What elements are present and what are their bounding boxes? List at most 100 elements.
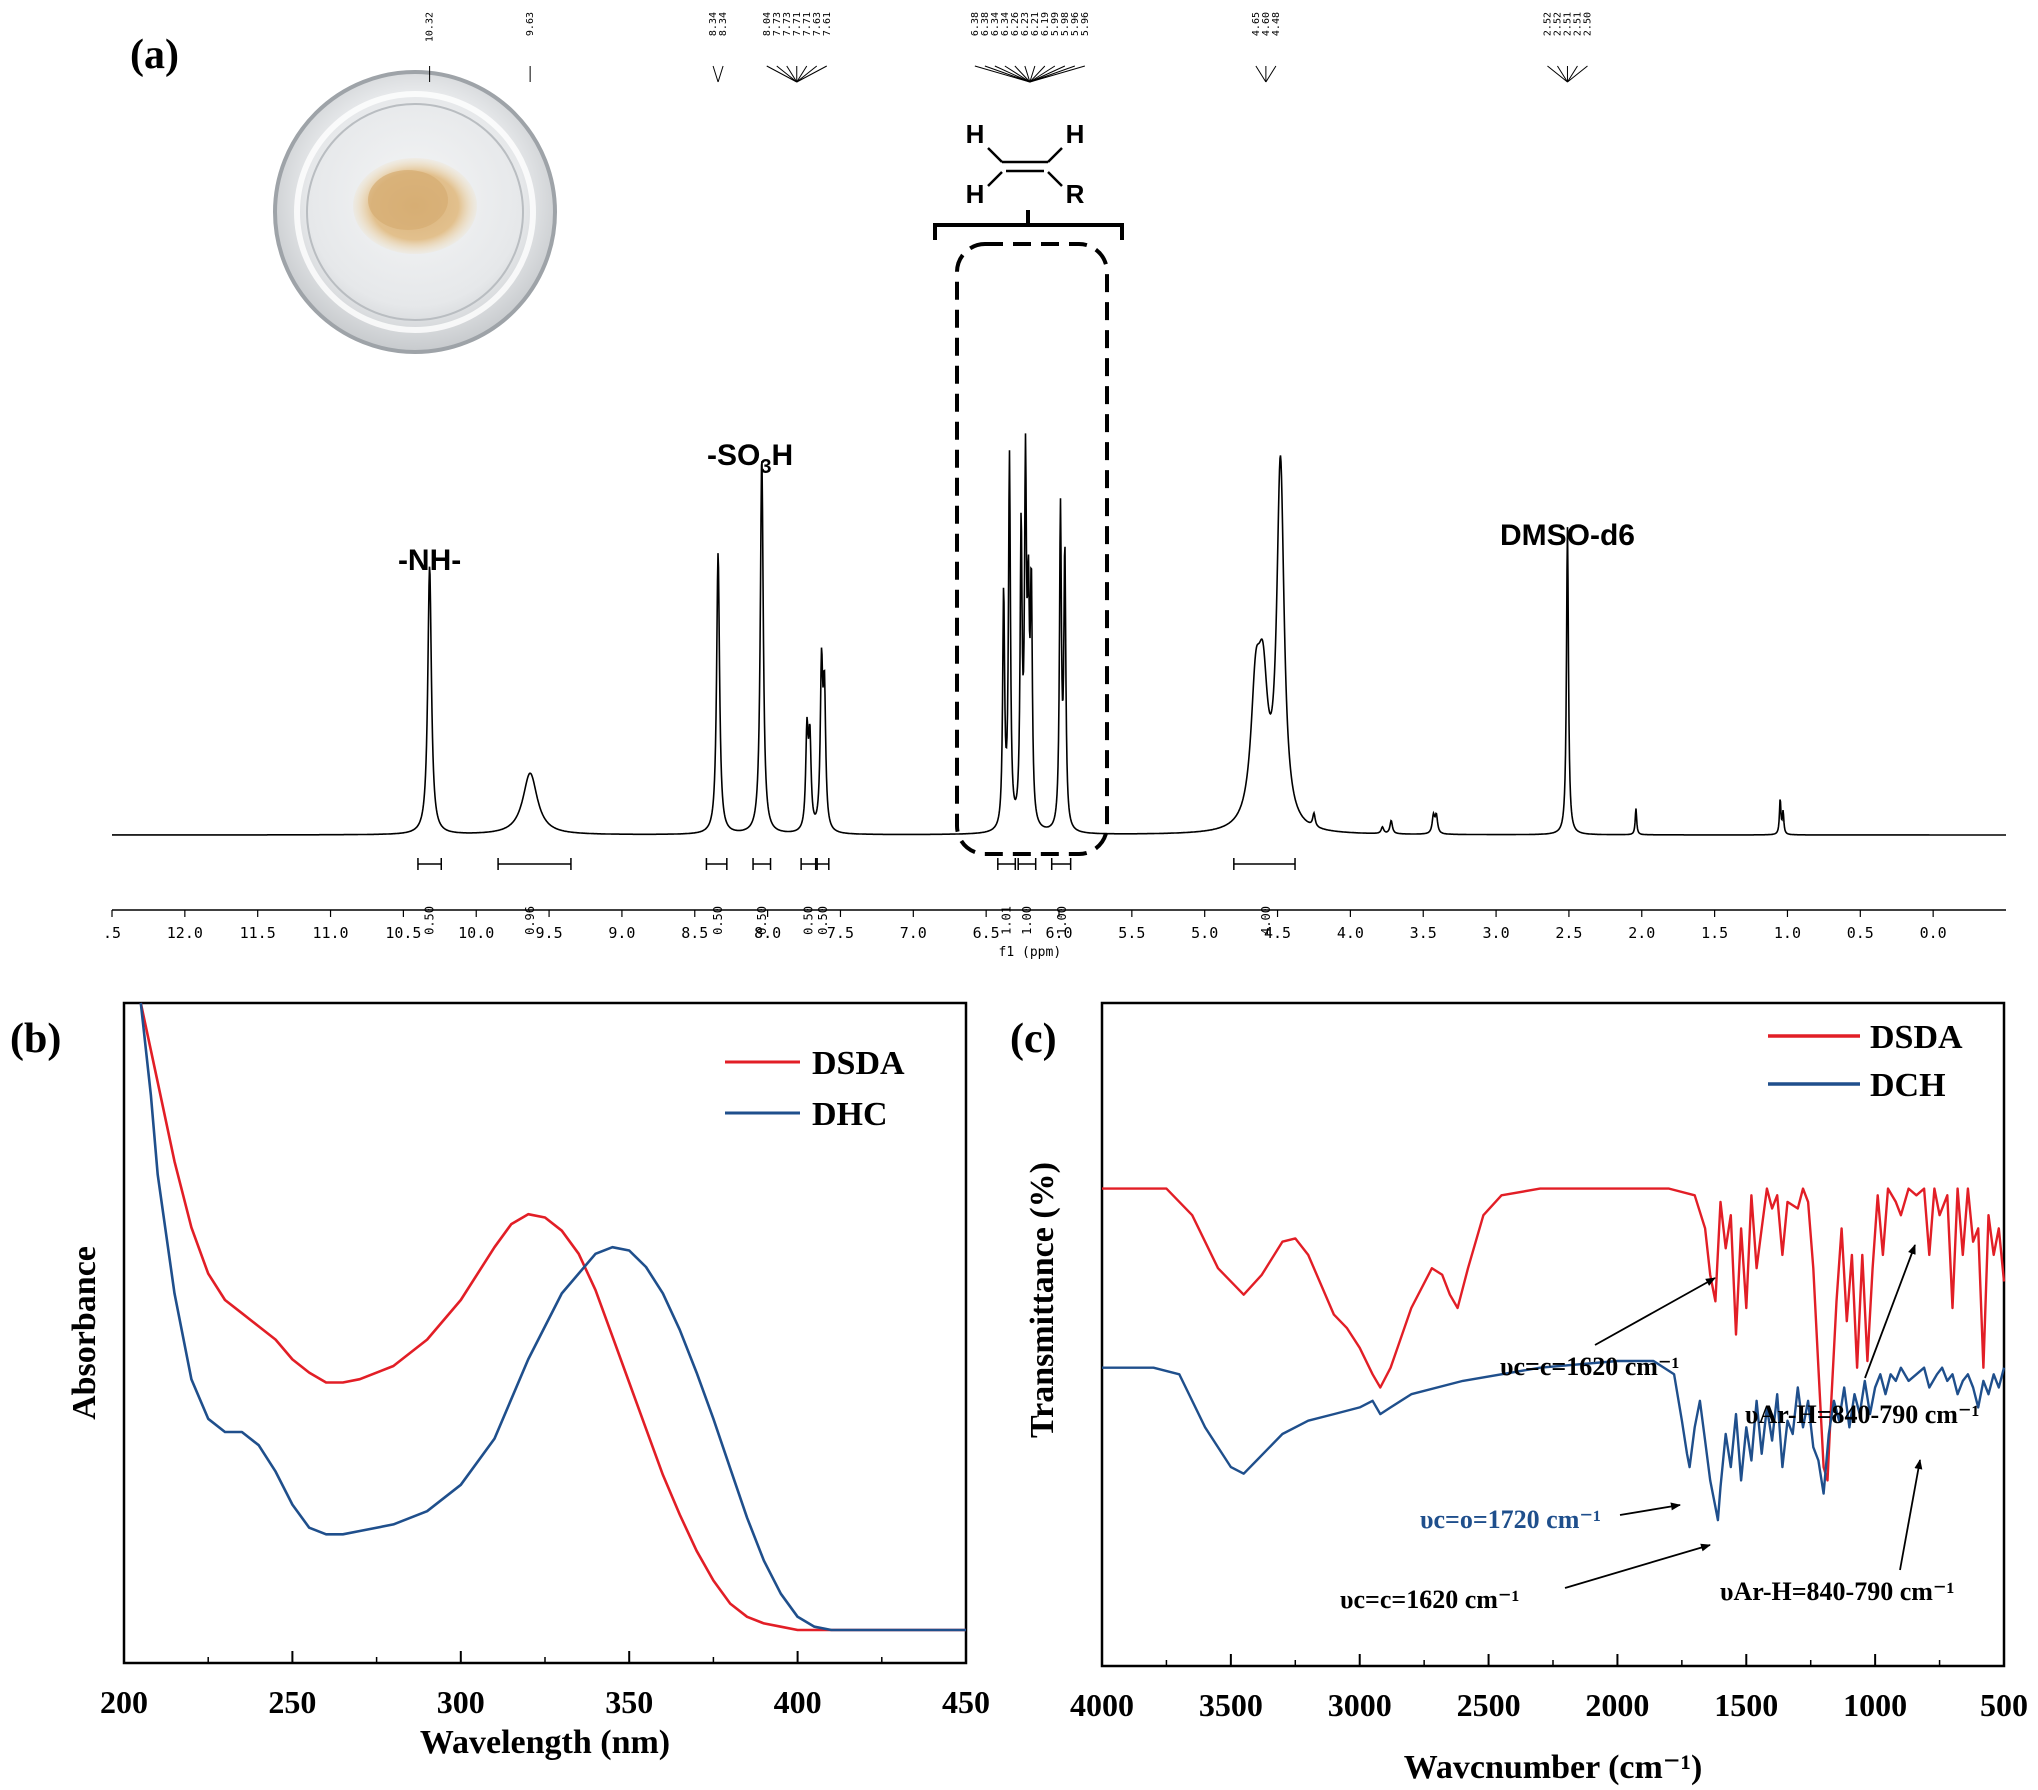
nmr-x-tick-label: 4.5 bbox=[1264, 924, 1291, 942]
panel-b-label: (b) bbox=[10, 1016, 61, 1062]
uv-series bbox=[139, 1002, 966, 1632]
nmr-peak-list-label: 5.96 bbox=[1070, 12, 1081, 36]
nmr-peak-list-label: 2.50 bbox=[1582, 12, 1593, 36]
ftir-x-tick-label: 1000 bbox=[1843, 1687, 1907, 1723]
uv-x-tick-label: 400 bbox=[774, 1684, 822, 1720]
nmr-peak-list-label: 7.63 bbox=[812, 12, 823, 36]
nmr-peak-connector bbox=[1567, 65, 1588, 83]
nmr-peak-connector bbox=[1029, 65, 1036, 83]
structure-atom: H bbox=[1066, 119, 1085, 149]
integral-value: 0.50 bbox=[816, 906, 830, 935]
ftir-x-tick-label: 500 bbox=[1980, 1687, 2028, 1723]
ftir-series-dch bbox=[1102, 1359, 2006, 1522]
ftir-annotation-arrow bbox=[1619, 1502, 1681, 1516]
nmr-x-tick-label: 11.0 bbox=[312, 924, 348, 942]
ftir-annotation: υc=c=1620 cm⁻¹ bbox=[1340, 1585, 1519, 1614]
nmr-peak-list-label: 7.73 bbox=[782, 12, 793, 36]
ftir-annotation: υAr-H=840-790 cm⁻¹ bbox=[1720, 1577, 1954, 1606]
nmr-peak-list-label: 6.38 bbox=[970, 12, 981, 36]
nmr-integrals: 0.50 0.96 0.50 0.50 0.50 0.50 1.01 1.00 1.00 4.00 bbox=[417, 858, 1296, 935]
ftir-x-tick-label: 4000 bbox=[1070, 1687, 1134, 1723]
nmr-peak-list-label: 9.63 bbox=[525, 12, 536, 36]
nmr-peak-connector bbox=[766, 65, 797, 83]
nmr-peak-connector bbox=[1029, 65, 1086, 83]
nmr-peak-connector bbox=[796, 65, 827, 83]
nmr-peak-connector bbox=[1004, 65, 1031, 83]
nmr-peak-connector bbox=[1029, 65, 1066, 83]
uv-y-axis-title: Absorbance bbox=[66, 1246, 103, 1420]
nmr-peak-list-label: 2.52 bbox=[1542, 12, 1553, 36]
ftir-annotation-arrow bbox=[1564, 1543, 1711, 1589]
ftir-panel: (c) 4000 3500 3000 2500 2000 1500 1000 500 Wavc… bbox=[1010, 1001, 2028, 1786]
ftir-x-tick-label: 3500 bbox=[1199, 1687, 1263, 1723]
nmr-peak-connector bbox=[796, 65, 808, 83]
nmr-x-tick-label: 0.5 bbox=[1847, 924, 1874, 942]
nmr-peak-connector bbox=[717, 65, 724, 83]
nmr-x-tick-label: 3.0 bbox=[1483, 924, 1510, 942]
nmr-peak-connector bbox=[786, 65, 798, 83]
ftir-annotation: υAr-H=840-790 cm⁻¹ bbox=[1745, 1400, 1979, 1429]
nmr-peak-connector bbox=[1029, 65, 1056, 83]
petri-dish-image bbox=[273, 70, 557, 354]
ftir-x-tick-label: 3000 bbox=[1328, 1687, 1392, 1723]
uv-x-tick-label: 250 bbox=[268, 1684, 316, 1720]
nh-peak-label: -NH- bbox=[398, 544, 461, 577]
dmso-peak-label: DMSO-d6 bbox=[1500, 519, 1635, 552]
integral-value: 4.00 bbox=[1259, 906, 1273, 935]
nmr-peak-list-label: 2.52 bbox=[1552, 12, 1563, 36]
legend-label-dch: DCH bbox=[1870, 1067, 1946, 1104]
nmr-peak-list-label: 2.51 bbox=[1562, 12, 1573, 36]
nmr-peak-list-label: 4.48 bbox=[1271, 12, 1282, 36]
ftir-series bbox=[1102, 1187, 2006, 1522]
nmr-x-tick-label: 10.0 bbox=[458, 924, 494, 942]
nmr-peak-list-label: 8.04 bbox=[762, 12, 773, 36]
vinyl-bracket bbox=[933, 210, 1124, 240]
uv-x-tick-label: 300 bbox=[437, 1684, 485, 1720]
nmr-spectrum bbox=[112, 433, 2006, 836]
uv-x-tick-label: 450 bbox=[942, 1684, 990, 1720]
nmr-peak-connector bbox=[984, 65, 1031, 83]
nmr-x-axis-title: f1 (ppm) bbox=[999, 945, 1062, 960]
ftir-x-axis: 4000 3500 3000 2500 2000 1500 1000 500 bbox=[1070, 1654, 2028, 1723]
nmr-peak-connector bbox=[974, 65, 1031, 83]
nmr-peak-list-label: 7.73 bbox=[772, 12, 783, 36]
uv-series-dsda bbox=[139, 1002, 966, 1632]
nmr-x-tick-label: 11.5 bbox=[240, 924, 276, 942]
nmr-peak-list-label: 4.65 bbox=[1251, 12, 1262, 36]
nmr-x-tick-label: 7.5 bbox=[827, 924, 854, 942]
nmr-peak-list-label: 5.98 bbox=[1060, 12, 1071, 36]
legend-label-dhc: DHC bbox=[812, 1096, 888, 1133]
nmr-peak-list-label: 5.96 bbox=[1080, 12, 1091, 36]
nmr-peak-list-label: 5.99 bbox=[1050, 12, 1061, 36]
ftir-annotation: υc=c=1620 cm⁻¹ bbox=[1500, 1352, 1679, 1381]
nmr-x-tick-label: 6.0 bbox=[1045, 924, 1072, 942]
nmr-x-tick-label: 6.5 bbox=[973, 924, 1000, 942]
nmr-peak-list-label: 8.34 bbox=[718, 12, 729, 36]
vinyl-structure: H H H R bbox=[966, 119, 1085, 209]
nmr-x-tick-label: 8.5 bbox=[681, 924, 708, 942]
integral-value: 0.96 bbox=[523, 906, 537, 935]
nmr-x-tick-label: 2.5 bbox=[1555, 924, 1582, 942]
ftir-x-axis-title: Wavcnumber (cm⁻¹) bbox=[1404, 1749, 1703, 1786]
ftir-annotations: υc=c=1620 cm⁻¹ υAr-H=840-790 cm⁻¹ υc=o=172… bbox=[1340, 1244, 1979, 1614]
nmr-panel: (a) 10.32 9.63 8.34 8.34 8.04 7.73 7.73 7.71 7.7… bbox=[103, 12, 2006, 960]
integral-value: 1.00 bbox=[1020, 906, 1034, 935]
structure-atom: R bbox=[1066, 179, 1085, 209]
nmr-peak-list-label: 6.23 bbox=[1020, 12, 1031, 36]
so3h-peak-label: -SO3H bbox=[707, 439, 793, 478]
nmr-spectrum-line bbox=[112, 433, 2006, 836]
nmr-peak-list-label: 6.34 bbox=[990, 12, 1001, 36]
ftir-annotation-arrow bbox=[1899, 1459, 1923, 1571]
structure-atom: H bbox=[966, 179, 985, 209]
nmr-peak-list-label: 6.21 bbox=[1030, 12, 1041, 36]
nmr-peak-list-label: 6.34 bbox=[1000, 12, 1011, 36]
nmr-peak-connector bbox=[1567, 65, 1578, 83]
uv-series-dhc bbox=[139, 1002, 966, 1632]
uv-x-axis: 200 250 300 350 400 450 bbox=[100, 1651, 990, 1720]
nmr-peak-list-label: 6.19 bbox=[1040, 12, 1051, 36]
nmr-x-axis: .5 12.0 11.5 11.0 10.5 10.0 9.5 9.0 8.5 8.0 7.5 7.0… bbox=[103, 909, 2006, 960]
legend-label-dsda: DSDA bbox=[1870, 1019, 1963, 1056]
nmr-peak-list-label: 4.60 bbox=[1261, 12, 1272, 36]
nmr-peak-list-label: 2.51 bbox=[1572, 12, 1583, 36]
uv-x-tick-label: 350 bbox=[605, 1684, 653, 1720]
